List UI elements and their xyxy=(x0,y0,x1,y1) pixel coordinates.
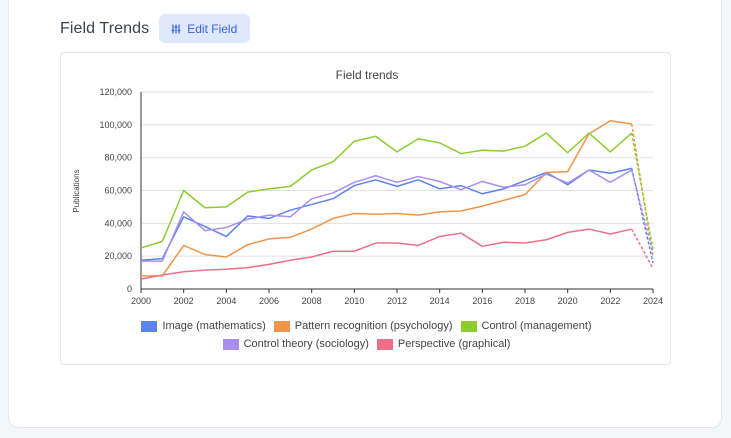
y-tick-label: 60,000 xyxy=(104,186,132,196)
edit-field-label: Edit Field xyxy=(187,21,238,36)
legend-swatch xyxy=(222,338,239,350)
legend-item[interactable]: Control theory (sociology) xyxy=(222,338,369,350)
y-tick-label: 0 xyxy=(127,284,132,294)
y-tick-label: 20,000 xyxy=(104,251,132,261)
x-tick-label: 2024 xyxy=(643,296,663,306)
series-projection-line xyxy=(630,168,654,263)
edit-field-button[interactable]: Edit Field xyxy=(159,14,251,43)
series-projection-line xyxy=(631,228,654,269)
legend-item[interactable]: Pattern recognition (psychology) xyxy=(273,320,453,332)
series-line xyxy=(141,119,632,277)
legend-label: Control theory (sociology) xyxy=(243,338,369,350)
x-tick-label: 2016 xyxy=(472,296,492,306)
series-projection-line xyxy=(630,169,654,254)
legend-swatch xyxy=(376,338,393,350)
chart-container: Field trends Publications 0 20,000 40,000 6… xyxy=(60,52,671,365)
y-axis-label: Publications xyxy=(72,169,81,212)
legend-item[interactable]: Control (management) xyxy=(460,320,592,332)
legend-row: Control theory (sociology) Perspective (g… xyxy=(61,335,672,353)
x-tick-label: 2004 xyxy=(216,296,236,306)
series-projection-line xyxy=(630,132,654,250)
series-projection-line xyxy=(630,123,654,258)
field-trends-chart: Field trends Publications 0 20,000 40,000 6… xyxy=(72,68,663,306)
chart-legend: Image (mathematics) Pattern recognition (… xyxy=(61,317,672,353)
section-title: Field Trends xyxy=(60,19,150,37)
legend-item[interactable]: Image (mathematics) xyxy=(141,320,266,332)
y-tick-label: 80,000 xyxy=(104,153,132,163)
y-tick-label: 40,000 xyxy=(104,218,132,228)
legend-label: Control (management) xyxy=(481,320,592,332)
y-tick-label: 100,000 xyxy=(99,120,132,130)
field-trends-header: Field Trends Edit Field xyxy=(60,14,251,43)
x-tick-label: 2018 xyxy=(515,296,535,306)
series-line xyxy=(140,228,632,280)
legend-swatch xyxy=(141,320,158,332)
chart-title: Field trends xyxy=(336,68,399,82)
x-tick-label: 2012 xyxy=(387,296,407,306)
x-tick-label: 2006 xyxy=(259,296,279,306)
legend-swatch xyxy=(460,320,477,332)
y-tick-label: 120,000 xyxy=(99,87,132,97)
series-line xyxy=(140,167,632,262)
x-tick-label: 2010 xyxy=(344,296,364,306)
x-tick-label: 2022 xyxy=(600,296,620,306)
legend-item[interactable]: Perspective (graphical) xyxy=(376,338,511,350)
legend-label: Pattern recognition (psychology) xyxy=(294,320,453,332)
series-line xyxy=(140,132,633,249)
x-tick-label: 2014 xyxy=(430,296,450,306)
legend-label: Perspective (graphical) xyxy=(397,338,511,350)
x-tick-label: 2008 xyxy=(302,296,322,306)
series-line xyxy=(141,169,633,262)
sliders-icon xyxy=(171,24,181,34)
legend-row: Image (mathematics) Pattern recognition (… xyxy=(61,317,672,335)
x-tick-label: 2002 xyxy=(174,296,194,306)
legend-label: Image (mathematics) xyxy=(162,320,266,332)
x-tick-label: 2020 xyxy=(558,296,578,306)
legend-swatch xyxy=(273,320,290,332)
x-tick-label: 2000 xyxy=(131,296,151,306)
